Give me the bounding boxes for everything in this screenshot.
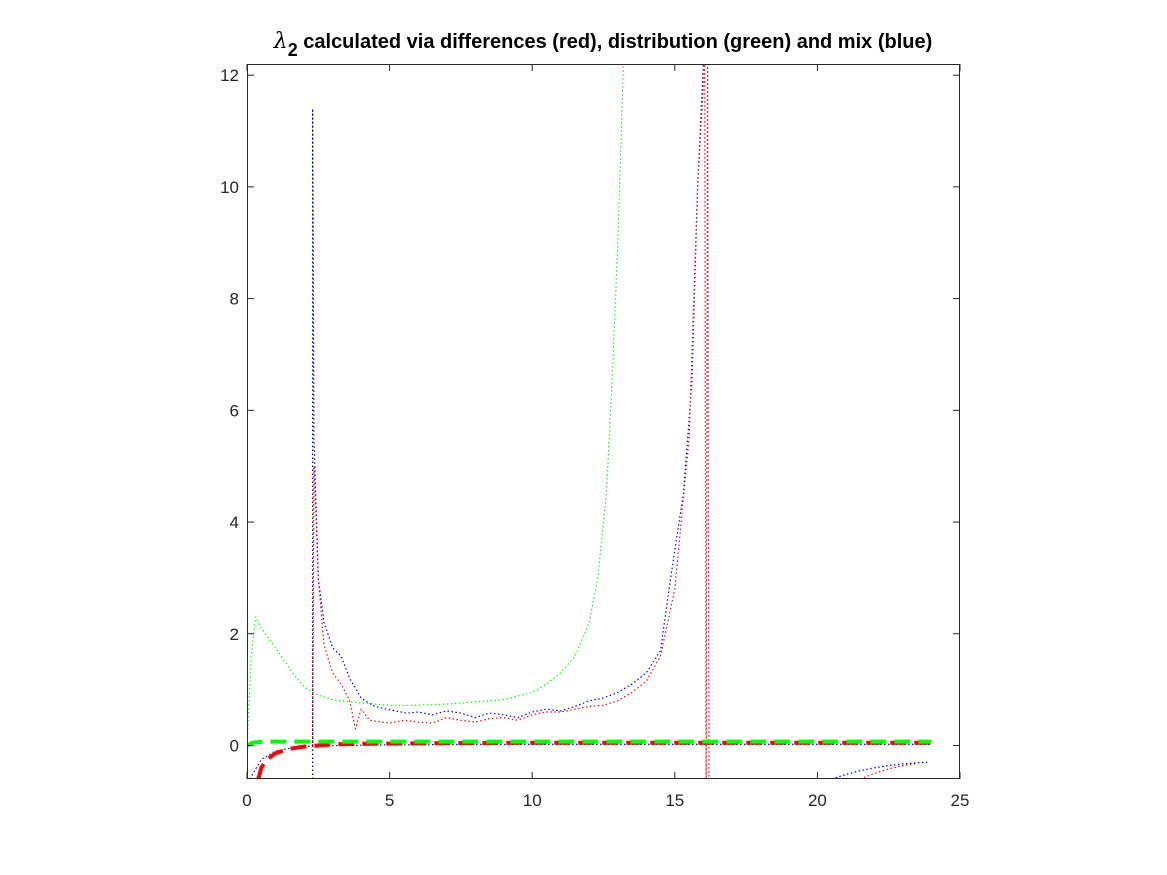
x-tick-label: 20 [808,791,827,810]
x-tick-label: 10 [523,791,542,810]
title-text: calculated via differences (red), distri… [298,31,933,53]
series-line-red-6 [256,740,932,779]
y-tick-label: 4 [230,513,239,532]
series-line-blue-4 [831,761,929,779]
x-tick-label: 25 [951,791,970,810]
title-subscript: 2 [288,40,298,60]
x-tick-label: 15 [665,791,684,810]
y-tick-label: 12 [220,66,239,85]
y-tick-label: 8 [230,290,239,309]
x-tick-label: 0 [242,791,251,810]
series-line-red-2 [312,64,710,779]
axes-box [247,64,960,779]
y-tick-label: 6 [230,401,239,420]
y-tick-label: 10 [220,178,239,197]
chart-title: λ2 calculated via differences (red), dis… [273,29,933,60]
x-tick-label: 5 [385,791,394,810]
y-tick-label: 0 [230,736,239,755]
series-line-green-7 [247,739,932,748]
axes: 0 5 10 15 20 25 0 2 4 6 8 10 12 [220,64,969,810]
series-layer [247,64,932,779]
title-lambda-symbol: λ [273,29,288,54]
y-tick-label: 2 [230,625,239,644]
series-line-blue-5 [249,743,932,779]
plot-area [247,64,960,779]
